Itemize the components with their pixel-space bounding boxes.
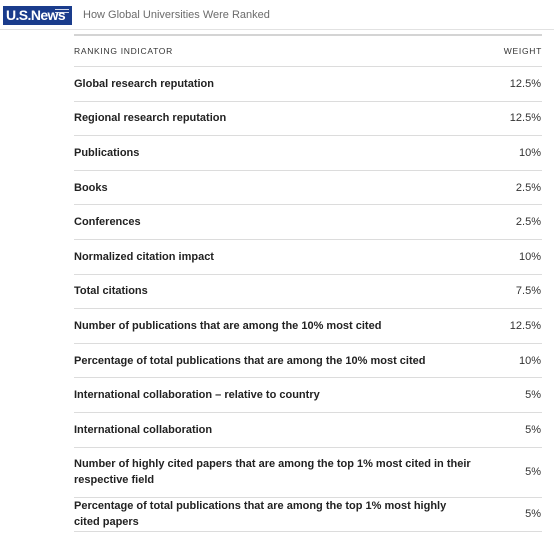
column-header-weight: WEIGHT (503, 46, 542, 56)
weight-value: 12.5% (509, 77, 541, 90)
weight-value: 10% (518, 250, 541, 263)
indicator-label: Percentage of total publications that ar… (74, 354, 426, 367)
weight-value: 5% (525, 508, 541, 521)
table-row: Percentage of total publications that ar… (74, 498, 542, 533)
table-row: Total citations 7.5% (74, 275, 542, 310)
weight-value: 2.5% (515, 216, 541, 229)
usnews-logo[interactable]: U.S.News (3, 6, 72, 25)
logo-text: U.S.News (6, 7, 66, 23)
table-row: Number of highly cited papers that are a… (74, 448, 542, 498)
weight-value: 12.5% (509, 112, 541, 125)
indicator-label: Total citations (74, 285, 148, 298)
column-header-indicator: RANKING INDICATOR (74, 46, 173, 56)
table-row: Conferences 2.5% (74, 205, 542, 240)
table-header: RANKING INDICATOR WEIGHT (74, 36, 542, 67)
weight-value: 10% (518, 354, 541, 367)
indicator-label: Number of publications that are among th… (74, 319, 382, 332)
weight-value: 10% (518, 146, 541, 159)
table-row: Publications 10% (74, 136, 542, 171)
table-row: Number of publications that are among th… (74, 309, 542, 344)
ranking-table: RANKING INDICATOR WEIGHT Global research… (74, 34, 542, 533)
page-title: How Global Universities Were Ranked (83, 9, 270, 21)
page-header: U.S.News How Global Universities Were Ra… (0, 0, 554, 30)
table-row: Normalized citation impact 10% (74, 240, 542, 275)
indicator-label: Percentage of total publications that ar… (74, 500, 447, 529)
indicator-label: International collaboration (74, 423, 213, 436)
table-row: International collaboration 5% (74, 413, 542, 448)
weight-value: 2.5% (515, 181, 541, 194)
logo-tagline-mark (55, 9, 69, 13)
weight-value: 5% (525, 423, 541, 436)
indicator-label: Regional research reputation (74, 112, 227, 125)
indicator-label: Conferences (74, 216, 141, 229)
table-row: Percentage of total publications that ar… (74, 344, 542, 379)
indicator-label: Number of highly cited papers that are a… (74, 458, 471, 487)
weight-value: 12.5% (509, 319, 541, 332)
weight-value: 7.5% (515, 285, 541, 298)
table-row: International collaboration – relative t… (74, 378, 542, 413)
table-row: Books 2.5% (74, 171, 542, 206)
indicator-label: Publications (74, 146, 140, 159)
indicator-label: Normalized citation impact (74, 250, 214, 263)
table-row: Regional research reputation 12.5% (74, 102, 542, 137)
weight-value: 5% (525, 466, 541, 479)
indicator-label: Global research reputation (74, 77, 214, 90)
weight-value: 5% (525, 389, 541, 402)
table-row: Global research reputation 12.5% (74, 67, 542, 102)
indicator-label: Books (74, 181, 108, 194)
indicator-label: International collaboration – relative t… (74, 389, 320, 402)
